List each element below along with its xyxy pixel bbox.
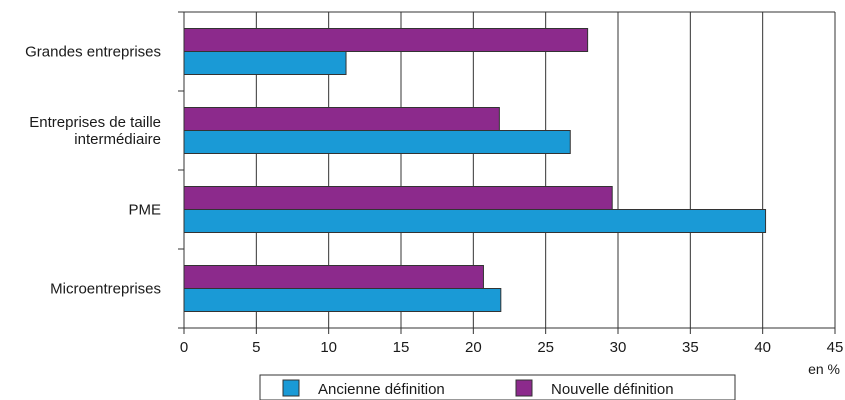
category-label-1-1: intermédiaire: [74, 131, 161, 148]
x-tick-label-5: 5: [252, 339, 260, 356]
bar-ancienne-1: [183, 130, 571, 154]
x-tick-label-40: 40: [754, 339, 771, 356]
legend-label-nouvelle: Nouvelle définition: [551, 381, 674, 398]
axes: [178, 11, 836, 334]
bar-ancienne-3: [183, 288, 502, 312]
bar-nouvelle-0: [183, 28, 589, 52]
bar-nouvelle-1: [183, 107, 500, 131]
x-tick-label-30: 30: [610, 339, 627, 356]
category-labels: Grandes entreprises Entreprises de taille…: [25, 44, 161, 298]
legend-swatch-ancienne: [282, 379, 300, 397]
category-label-2-0: PME: [128, 202, 161, 219]
x-tick-label-45: 45: [827, 339, 844, 356]
bar-ancienne-2: [183, 209, 767, 233]
legend-swatch-nouvelle: [515, 379, 533, 397]
category-label-0-0: Grandes entreprises: [25, 44, 161, 61]
bar-ancienne-0: [183, 51, 347, 75]
category-label-1-0: Entreprises de taille: [29, 114, 161, 131]
legend-label-ancienne: Ancienne définition: [318, 381, 445, 398]
x-tick-label-10: 10: [320, 339, 337, 356]
bar-nouvelle-3: [183, 265, 484, 289]
x-tick-label-15: 15: [393, 339, 410, 356]
category-label-3-0: Microentreprises: [50, 281, 161, 298]
legend: Ancienne définition Nouvelle définition: [259, 374, 736, 400]
bar-nouvelle-2: [183, 186, 613, 210]
x-tick-label-35: 35: [682, 339, 699, 356]
x-unit-label: en %: [808, 361, 840, 377]
x-tick-label-0: 0: [180, 339, 188, 356]
x-tick-label-20: 20: [465, 339, 482, 356]
x-tick-label-25: 25: [537, 339, 554, 356]
legend-box: [259, 374, 736, 400]
bars: [183, 28, 767, 312]
tick-labels: 0 5 10 15 20 25 30 35 40 45: [180, 339, 844, 356]
